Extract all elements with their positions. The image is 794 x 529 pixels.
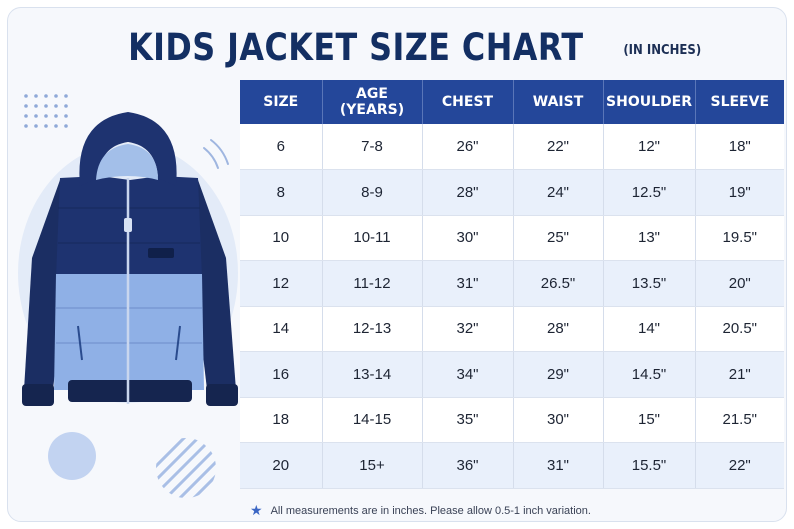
table-row: 12 11-12 31" 26.5" 13.5" 20"	[240, 260, 784, 307]
cell-chest: 36"	[422, 442, 514, 489]
cell-chest: 31"	[422, 260, 514, 307]
size-chart-card: KIDS JACKET SIZE CHART (IN INCHES)	[7, 7, 787, 522]
cell-shoulder: 15.5"	[603, 442, 696, 489]
cell-age: 11-12	[322, 260, 423, 307]
table-row: 16 13-14 34" 29" 14.5" 21"	[240, 351, 784, 398]
cell-size: 20	[240, 442, 323, 489]
footnote-text: All measurements are in inches. Please a…	[270, 505, 591, 517]
cell-size: 18	[240, 397, 323, 443]
cell-chest: 28"	[422, 169, 514, 216]
header-chest: CHEST	[422, 80, 514, 124]
cell-waist: 31"	[513, 442, 604, 489]
cell-size: 16	[240, 351, 323, 398]
table-row: 20 15+ 36" 31" 15.5" 22"	[240, 442, 784, 489]
cell-size: 8	[240, 169, 323, 216]
jacket-icon	[22, 112, 238, 406]
cell-sleeve: 19"	[695, 169, 784, 216]
cell-shoulder: 14.5"	[603, 351, 696, 398]
header-size: SIZE	[240, 80, 323, 124]
jacket-illustration	[18, 94, 238, 498]
swoosh-icon	[203, 139, 229, 169]
title-units: (IN INCHES)	[623, 43, 701, 58]
cell-age: 7-8	[322, 124, 423, 170]
table-row: 14 12-13 32" 28" 14" 20.5"	[240, 306, 784, 352]
cell-age: 12-13	[322, 306, 423, 352]
cell-waist: 26.5"	[513, 260, 604, 307]
cell-shoulder: 12"	[603, 124, 696, 170]
cell-size: 14	[240, 306, 323, 352]
cell-age: 13-14	[322, 351, 423, 398]
dot-pattern-icon	[24, 94, 68, 128]
cell-shoulder: 15"	[603, 397, 696, 443]
cell-chest: 34"	[422, 351, 514, 398]
cell-age: 10-11	[322, 215, 423, 261]
cell-waist: 30"	[513, 397, 604, 443]
cell-chest: 26"	[422, 124, 514, 170]
cell-sleeve: 20"	[695, 260, 784, 307]
cell-chest: 35"	[422, 397, 514, 443]
header-shoulder: SHOULDER	[603, 80, 696, 124]
footnote: ★ All measurements are in inches. Please …	[250, 502, 591, 519]
star-icon: ★	[250, 502, 263, 518]
cell-sleeve: 20.5"	[695, 306, 784, 352]
table-header-row: SIZE AGE (YEARS) CHEST WAIST SHOULDER SL…	[240, 80, 784, 124]
cell-age: 15+	[322, 442, 423, 489]
table-row: 10 10-11 30" 25" 13" 19.5"	[240, 215, 784, 261]
cell-age: 14-15	[322, 397, 423, 443]
cell-shoulder: 12.5"	[603, 169, 696, 216]
striped-circle-icon	[156, 438, 216, 498]
cell-size: 12	[240, 260, 323, 307]
title-main: KIDS JACKET SIZE CHART	[127, 26, 584, 69]
cell-waist: 29"	[513, 351, 604, 398]
cell-sleeve: 18"	[695, 124, 784, 170]
cell-shoulder: 13"	[603, 215, 696, 261]
cell-chest: 32"	[422, 306, 514, 352]
cell-size: 6	[240, 124, 323, 170]
cell-waist: 22"	[513, 124, 604, 170]
cell-sleeve: 19.5"	[695, 215, 784, 261]
cell-waist: 25"	[513, 215, 604, 261]
cell-sleeve: 22"	[695, 442, 784, 489]
header-age: AGE (YEARS)	[322, 80, 423, 124]
cell-waist: 28"	[513, 306, 604, 352]
page-title: KIDS JACKET SIZE CHART (IN INCHES)	[8, 26, 786, 69]
table-row: 6 7-8 26" 22" 12" 18"	[240, 124, 784, 170]
header-sleeve: SLEEVE	[695, 80, 784, 124]
table-row: 18 14-15 35" 30" 15" 21.5"	[240, 397, 784, 443]
cell-sleeve: 21.5"	[695, 397, 784, 443]
table-row: 8 8-9 28" 24" 12.5" 19"	[240, 169, 784, 216]
cell-shoulder: 14"	[603, 306, 696, 352]
cell-waist: 24"	[513, 169, 604, 216]
cell-size: 10	[240, 215, 323, 261]
cell-age: 8-9	[322, 169, 423, 216]
cell-shoulder: 13.5"	[603, 260, 696, 307]
cell-chest: 30"	[422, 215, 514, 261]
size-table: SIZE AGE (YEARS) CHEST WAIST SHOULDER SL…	[240, 80, 784, 489]
cell-sleeve: 21"	[695, 351, 784, 398]
header-waist: WAIST	[513, 80, 604, 124]
